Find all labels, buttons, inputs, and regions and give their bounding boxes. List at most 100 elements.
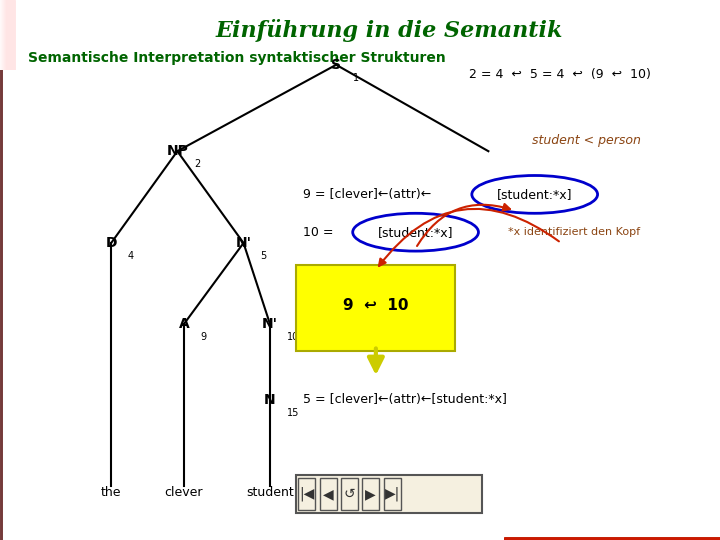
Bar: [1, 0, 8, 70]
Bar: [504, 538, 720, 539]
Bar: [1, 0, 8, 70]
Bar: [1, 0, 8, 70]
Bar: [6, 0, 13, 70]
Bar: [5, 0, 12, 70]
Text: Semantische Interpretation syntaktischer Strukturen: Semantische Interpretation syntaktischer…: [28, 51, 446, 65]
Bar: [1, 0, 9, 70]
Text: N': N': [262, 317, 278, 331]
Bar: [504, 538, 720, 539]
Bar: [504, 539, 720, 540]
Bar: [504, 538, 720, 539]
Bar: [6, 0, 13, 70]
Bar: [1, 0, 9, 70]
Bar: [5, 0, 12, 70]
Bar: [6, 0, 13, 70]
Bar: [2, 0, 9, 70]
Bar: [0, 0, 7, 70]
Bar: [7, 0, 14, 70]
FancyBboxPatch shape: [341, 478, 358, 510]
Bar: [1, 0, 9, 70]
Bar: [504, 539, 720, 540]
Bar: [4, 0, 11, 70]
FancyBboxPatch shape: [297, 475, 482, 513]
Bar: [504, 538, 720, 539]
Bar: [2, 0, 9, 70]
Bar: [4, 0, 12, 70]
Text: |◀: |◀: [299, 487, 314, 501]
Bar: [504, 539, 720, 540]
Text: the: the: [101, 486, 122, 499]
Bar: [504, 539, 720, 540]
Bar: [504, 538, 720, 539]
Bar: [504, 538, 720, 539]
Bar: [3, 0, 10, 70]
Text: NP: NP: [166, 144, 188, 158]
Bar: [7, 0, 14, 70]
Bar: [504, 539, 720, 540]
Bar: [5, 0, 12, 70]
Bar: [504, 539, 720, 540]
Bar: [504, 538, 720, 539]
Bar: [1, 0, 9, 70]
Bar: [4, 0, 12, 70]
Bar: [504, 539, 720, 540]
Text: 9 = [clever]←(attr)←: 9 = [clever]←(attr)←: [303, 188, 431, 201]
Bar: [4, 0, 11, 70]
Bar: [2, 0, 9, 70]
Bar: [6, 0, 14, 70]
Bar: [504, 539, 720, 540]
Bar: [2, 0, 10, 70]
Bar: [1, 0, 9, 70]
Bar: [504, 539, 720, 540]
Bar: [6, 0, 13, 70]
Bar: [504, 538, 720, 539]
Text: N': N': [235, 236, 251, 250]
Bar: [504, 538, 720, 539]
Bar: [2, 0, 9, 70]
Bar: [5, 0, 12, 70]
Bar: [504, 539, 720, 540]
Bar: [1, 0, 8, 70]
FancyBboxPatch shape: [362, 478, 379, 510]
Bar: [6, 0, 14, 70]
Bar: [4, 0, 11, 70]
Bar: [6, 0, 14, 70]
Bar: [4, 0, 12, 70]
Bar: [5, 0, 12, 70]
Text: ↺: ↺: [343, 487, 355, 501]
Bar: [504, 539, 720, 540]
Bar: [1, 0, 9, 70]
Bar: [504, 539, 720, 540]
Bar: [504, 538, 720, 539]
Bar: [1, 0, 8, 70]
Bar: [504, 538, 720, 539]
Bar: [504, 539, 720, 540]
Bar: [504, 539, 720, 540]
Bar: [504, 538, 720, 539]
Bar: [504, 538, 720, 539]
Bar: [504, 539, 720, 540]
Text: 5 = [clever]←(attr)←[student:*x]: 5 = [clever]←(attr)←[student:*x]: [303, 393, 507, 406]
Bar: [5, 0, 12, 70]
Bar: [504, 539, 720, 540]
Text: N: N: [264, 393, 276, 407]
Text: 9  ↩  10: 9 ↩ 10: [343, 298, 409, 313]
Bar: [4, 0, 12, 70]
Bar: [1, 0, 8, 70]
Bar: [504, 539, 720, 540]
Bar: [4, 0, 12, 70]
Bar: [5, 0, 12, 70]
Bar: [504, 539, 720, 540]
Bar: [6, 0, 14, 70]
Bar: [3, 0, 10, 70]
Bar: [504, 538, 720, 539]
Bar: [2, 0, 9, 70]
Bar: [6, 0, 13, 70]
Bar: [504, 539, 720, 540]
Bar: [4, 0, 11, 70]
Bar: [6, 0, 13, 70]
Bar: [6, 0, 14, 70]
Bar: [0, 0, 7, 70]
Bar: [6, 0, 14, 70]
Bar: [2, 0, 9, 70]
